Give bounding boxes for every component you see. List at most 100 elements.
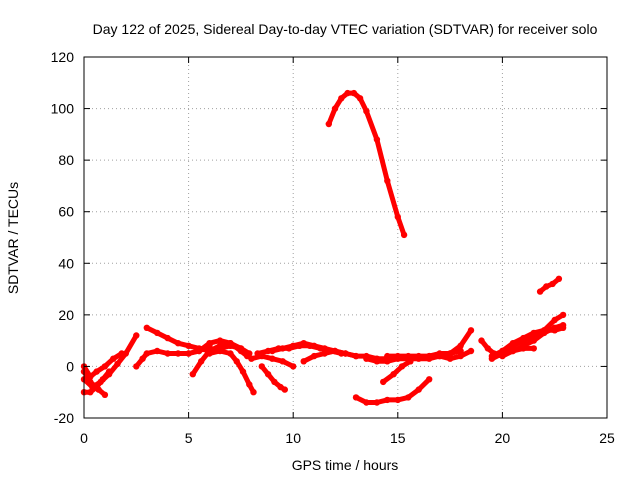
data-point [154, 329, 161, 337]
data-point [352, 352, 360, 360]
chart-title: Day 122 of 2025, Sidereal Day-to-day VTE… [93, 21, 598, 37]
y-tick-label: 0 [66, 358, 74, 374]
data-point [398, 363, 406, 370]
data-point [101, 391, 109, 398]
x-tick-label: 15 [390, 430, 406, 446]
data-point [185, 342, 192, 349]
data-point [373, 358, 381, 365]
data-point [530, 332, 537, 339]
data-series [80, 89, 567, 406]
data-point [457, 352, 464, 360]
data-point [281, 386, 288, 393]
data-point [467, 327, 475, 334]
data-point [394, 213, 401, 221]
x-tick-label: 0 [80, 430, 88, 446]
data-point [258, 352, 265, 360]
series-arc-03 [80, 350, 125, 380]
data-point [509, 342, 517, 349]
data-point [239, 368, 247, 375]
data-point [279, 358, 286, 365]
data-point [237, 345, 245, 352]
data-point [198, 358, 205, 365]
data-point [331, 105, 339, 112]
data-point [446, 350, 454, 357]
series-arc-18 [352, 376, 433, 406]
data-point [549, 280, 556, 288]
series-arc-09 [206, 347, 257, 396]
x-tick-labels: 0 5 10 15 20 25 [80, 430, 615, 446]
data-point [174, 340, 182, 347]
data-point [344, 89, 351, 97]
data-point [426, 352, 433, 360]
y-tick-label: 20 [58, 307, 74, 323]
data-point [446, 355, 454, 362]
data-point [118, 350, 125, 357]
y-tick-label: 40 [58, 255, 74, 271]
data-point [258, 363, 265, 370]
data-point [250, 389, 257, 396]
y-tick-label: -20 [54, 410, 74, 426]
series-arc-04 [80, 368, 109, 398]
y-tick-label: 100 [51, 101, 75, 117]
data-point [551, 316, 558, 324]
data-point [390, 371, 397, 378]
series-line [380, 358, 413, 385]
data-point [93, 368, 100, 375]
data-point [195, 347, 203, 355]
data-point [436, 352, 443, 360]
data-point [384, 177, 391, 184]
data-point [484, 345, 491, 352]
data-point [164, 334, 171, 342]
data-point [400, 231, 408, 239]
data-point [105, 371, 113, 378]
data-point [325, 120, 332, 128]
data-point [373, 399, 381, 406]
data-point [543, 283, 550, 290]
series-arc-20 [426, 347, 475, 362]
data-point [290, 363, 297, 370]
data-point [114, 360, 121, 368]
data-point [384, 358, 391, 365]
data-point [269, 355, 276, 362]
data-point [405, 352, 412, 360]
data-point [143, 324, 150, 331]
data-point [384, 396, 391, 404]
data-point [248, 355, 255, 362]
data-point [551, 327, 558, 334]
data-point [139, 355, 146, 362]
plot-frame [83, 56, 608, 419]
data-point [321, 350, 328, 357]
data-point [415, 352, 422, 360]
y-tick-labels: -20 0 20 40 60 80 100 120 [51, 49, 75, 426]
data-point [536, 288, 544, 295]
series-arc-11 [258, 363, 288, 393]
data-point [350, 89, 358, 97]
data-point [467, 347, 475, 355]
data-point [216, 337, 224, 344]
data-point [509, 347, 517, 355]
y-tick-label: 80 [58, 152, 74, 168]
data-point [342, 350, 349, 357]
data-point [233, 358, 240, 365]
data-point [559, 311, 567, 319]
data-point [373, 136, 381, 143]
x-tick-label: 10 [285, 430, 301, 446]
series-arc-25 [536, 275, 563, 295]
data-point [264, 371, 272, 378]
data-point [363, 399, 370, 406]
x-tick-label: 20 [495, 430, 511, 446]
series-arc-19 [380, 358, 414, 386]
series-arc-08 [189, 340, 253, 378]
data-point [290, 342, 297, 349]
data-point [227, 340, 234, 347]
data-point [271, 378, 278, 386]
data-point [555, 275, 563, 282]
x-tick-label: 25 [599, 430, 615, 446]
data-point [488, 355, 496, 362]
data-point [174, 350, 182, 357]
data-point [338, 95, 345, 102]
data-point [499, 350, 506, 357]
y-axis-label: SDTVAR / TECUs [5, 182, 21, 294]
data-point [189, 371, 196, 378]
